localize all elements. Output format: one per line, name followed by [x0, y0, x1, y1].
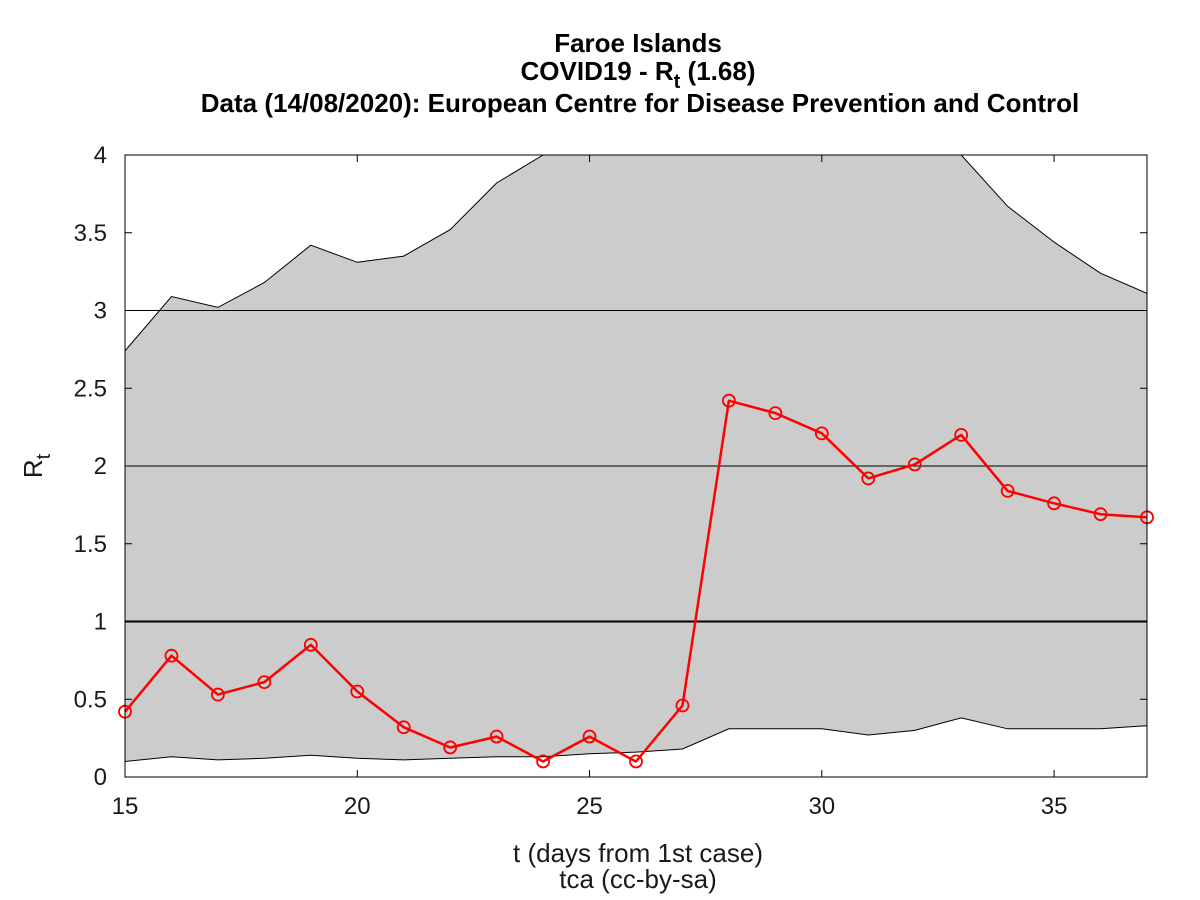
x-tick-label: 25 [576, 793, 603, 820]
chart-title-line2-prefix: COVID19 - R [521, 56, 674, 86]
grid-layer [125, 310, 1147, 623]
data-point [954, 427, 969, 442]
data-point [164, 648, 179, 663]
y-tick-label: 1 [94, 609, 107, 636]
x-tick-label: 35 [1041, 793, 1068, 820]
data-point [396, 720, 411, 735]
chart-title-line3: Data (14/08/2020): European Centre for D… [201, 88, 1079, 118]
confidence-band-lower-edge [124, 717, 1148, 762]
data-point [1000, 483, 1015, 498]
chart-footer: tca (cc-by-sa) [559, 864, 716, 894]
chart-title-line2: COVID19 - Rt (1.68) [521, 56, 756, 93]
y-tick-label: 4 [94, 142, 107, 169]
y-tick-label: 2 [94, 453, 107, 480]
data-point [768, 406, 783, 421]
y-tick-label: 2.5 [74, 375, 107, 402]
data-point [861, 471, 876, 486]
y-axis-label: Rt [18, 453, 55, 478]
chart-title-line2-sub: t [674, 71, 681, 93]
data-point [814, 426, 829, 441]
ticks-layer: 15 20 25 30 35 0 0.5 1 1.5 2 2.5 3 3.5 4 [74, 142, 1147, 820]
y-tick-label: 3.5 [74, 220, 107, 247]
x-axis-label: t (days from 1st case) [513, 838, 763, 868]
data-point [489, 729, 504, 744]
chart-title-line1: Faroe Islands [554, 28, 722, 58]
y-axis-label-main: R [18, 459, 48, 478]
data-point [722, 393, 736, 408]
y-tick-label: 0 [94, 764, 107, 791]
series-line [124, 399, 1148, 763]
data-point [303, 637, 318, 652]
y-tick-label: 3 [94, 298, 107, 325]
data-point [350, 684, 365, 699]
chart-title-line2-suffix: (1.68) [680, 56, 755, 86]
data-point [536, 754, 550, 769]
y-axis-label-sub: t [33, 453, 55, 459]
data-point [1093, 507, 1108, 522]
x-tick-label: 20 [344, 793, 371, 820]
y-tick-label: 1.5 [74, 531, 107, 558]
x-tick-label: 15 [112, 793, 139, 820]
data-point [675, 698, 690, 713]
data-point [1047, 496, 1061, 511]
data-point [907, 457, 922, 472]
data-point [582, 729, 597, 744]
data-point [257, 675, 272, 690]
data-point [629, 754, 643, 769]
confidence-band [125, 155, 1147, 762]
data-point [211, 687, 225, 702]
y-tick-label: 0.5 [74, 686, 107, 713]
data-point [443, 740, 458, 755]
x-tick-label: 30 [808, 793, 835, 820]
